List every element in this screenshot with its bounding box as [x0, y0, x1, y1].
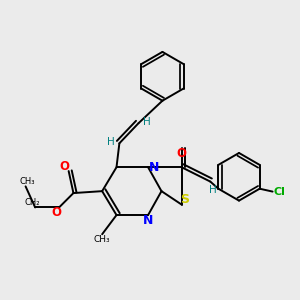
Text: CH₃: CH₃	[94, 236, 110, 244]
Text: CH₂: CH₂	[25, 198, 40, 207]
Text: O: O	[59, 160, 69, 173]
Text: S: S	[180, 193, 189, 206]
Text: N: N	[143, 214, 153, 227]
Text: O: O	[51, 206, 61, 219]
Text: H: H	[107, 137, 115, 147]
Text: CH₃: CH₃	[19, 177, 35, 186]
Text: H: H	[209, 185, 217, 195]
Text: Cl: Cl	[274, 187, 286, 196]
Text: O: O	[177, 147, 187, 160]
Text: N: N	[148, 161, 159, 174]
Text: H: H	[143, 117, 150, 127]
